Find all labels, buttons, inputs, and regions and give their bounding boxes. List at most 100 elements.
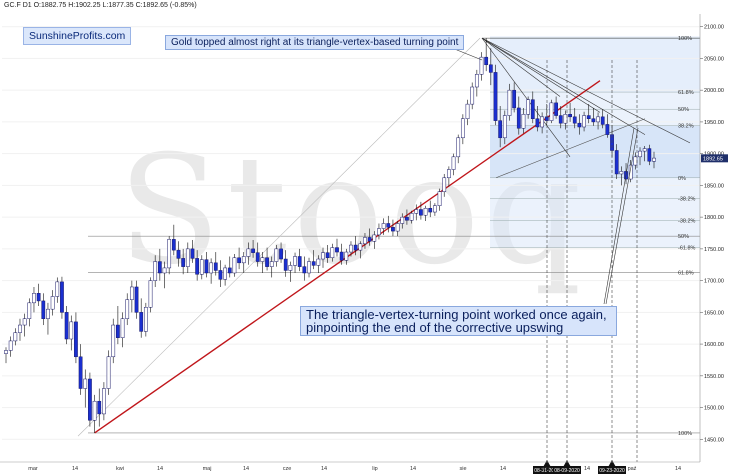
candle-up [638, 150, 642, 158]
y-tick-label: 1550.00 [704, 374, 724, 380]
last-price-label: 1892.65 [703, 156, 723, 162]
candle-down [60, 281, 64, 313]
x-tick-label: sie [459, 466, 466, 472]
x-tick-label: lip [372, 466, 378, 472]
y-tick-label: 1750.00 [704, 247, 724, 253]
x-tick-label: kwi [116, 466, 124, 472]
candle-up [32, 293, 36, 304]
candle-up [437, 191, 442, 206]
candle-up [55, 281, 60, 297]
candle-down [78, 356, 83, 389]
candle-up [423, 207, 428, 216]
candle-up [8, 340, 13, 351]
candle-up [409, 213, 414, 221]
candle-up [446, 169, 451, 179]
y-tick-label: 1650.00 [704, 310, 724, 316]
candle-down [227, 267, 232, 274]
vertical-marker-box [598, 466, 626, 474]
y-tick-label: 1850.00 [704, 183, 724, 189]
candle-up [540, 116, 544, 128]
candle-down [139, 312, 144, 332]
y-tick-label: 1500.00 [704, 406, 724, 412]
triangle-resistance-line [481, 37, 646, 135]
x-tick-label: 14 [584, 466, 590, 472]
candle-down [405, 216, 409, 221]
vertical-marker-label: 08-09-2020 [554, 468, 580, 474]
candle-down [97, 400, 102, 415]
candle-up [596, 116, 600, 123]
candle-up [507, 89, 512, 116]
candle-down [176, 249, 181, 259]
candle-down [530, 99, 535, 119]
candle-down [335, 247, 339, 253]
x-tick-label: paź [628, 466, 637, 472]
ticker-symbol: GC.F [4, 2, 21, 9]
candle-up [395, 223, 400, 232]
candle-up [185, 248, 190, 267]
candle-up [143, 307, 148, 332]
candle-up [260, 257, 265, 262]
candle-up [372, 234, 377, 242]
x-tick-label: mar [28, 466, 38, 472]
annotation-line-1: The triangle-vertex-turning point worked… [306, 307, 607, 322]
candle-up [269, 261, 274, 267]
x-tick-label: 14 [157, 466, 163, 472]
candle-up [69, 321, 74, 340]
candle-down [195, 258, 200, 275]
y-tick-label: 1700.00 [704, 279, 724, 285]
y-tick-label: 1600.00 [704, 342, 724, 348]
x-tick-label: 14 [675, 466, 681, 472]
candle-up [223, 267, 227, 280]
candle-down [297, 256, 302, 267]
fib-label-secondary: 0% [678, 176, 686, 182]
candle-up [120, 318, 125, 338]
candle-up [349, 244, 353, 253]
annotation-vertex-top: Gold topped almost right at its triangle… [165, 35, 465, 50]
candle-down [251, 248, 255, 253]
y-tick-label: 2000.00 [704, 88, 724, 94]
candle-down [339, 251, 344, 261]
candle-up [46, 308, 50, 319]
candle-up [102, 388, 106, 415]
candle-up [465, 103, 470, 119]
candle-down [181, 258, 186, 267]
x-tick-label: maj [203, 466, 212, 472]
x-tick-label: 14 [321, 466, 327, 472]
candle-down [535, 118, 540, 128]
candle-up [358, 243, 363, 251]
x-tick-label: wrz [541, 466, 551, 472]
candle-up [246, 248, 251, 257]
vertical-marker-label: 09-23-2020 [599, 468, 625, 474]
candle-up [582, 115, 586, 128]
candle-down [116, 324, 120, 338]
y-tick-label: 1450.00 [704, 437, 724, 443]
candle-up [460, 118, 465, 139]
candle-down [572, 116, 577, 124]
y-tick-label: 2050.00 [704, 56, 724, 62]
candle-up [241, 256, 246, 264]
fib-label-secondary: -38.2% [678, 197, 696, 203]
candle-up [50, 296, 55, 310]
candle-down [600, 116, 605, 125]
y-tick-label: 1800.00 [704, 215, 724, 221]
triangle-resistance-line [481, 37, 571, 158]
candle-down [279, 248, 283, 260]
candle-up [288, 265, 293, 271]
candle-up [433, 205, 437, 213]
fib-label-primary: 100% [678, 431, 692, 437]
candle-up [442, 177, 447, 192]
vertical-marker-label: 08-31-2020 [534, 468, 560, 474]
candle-up [316, 258, 321, 266]
candle-up [148, 280, 153, 308]
candle-up [521, 114, 526, 129]
candle-up [274, 248, 279, 262]
candle-down [419, 209, 423, 216]
candle-down [367, 237, 372, 242]
fib-label-primary: 61.8% [678, 270, 694, 276]
candle-up [400, 216, 405, 224]
candle-up [167, 239, 172, 269]
y-tick-label: 1950.00 [704, 120, 724, 126]
candle-up [321, 252, 325, 260]
fib-label-secondary: -38.2% [678, 218, 696, 224]
